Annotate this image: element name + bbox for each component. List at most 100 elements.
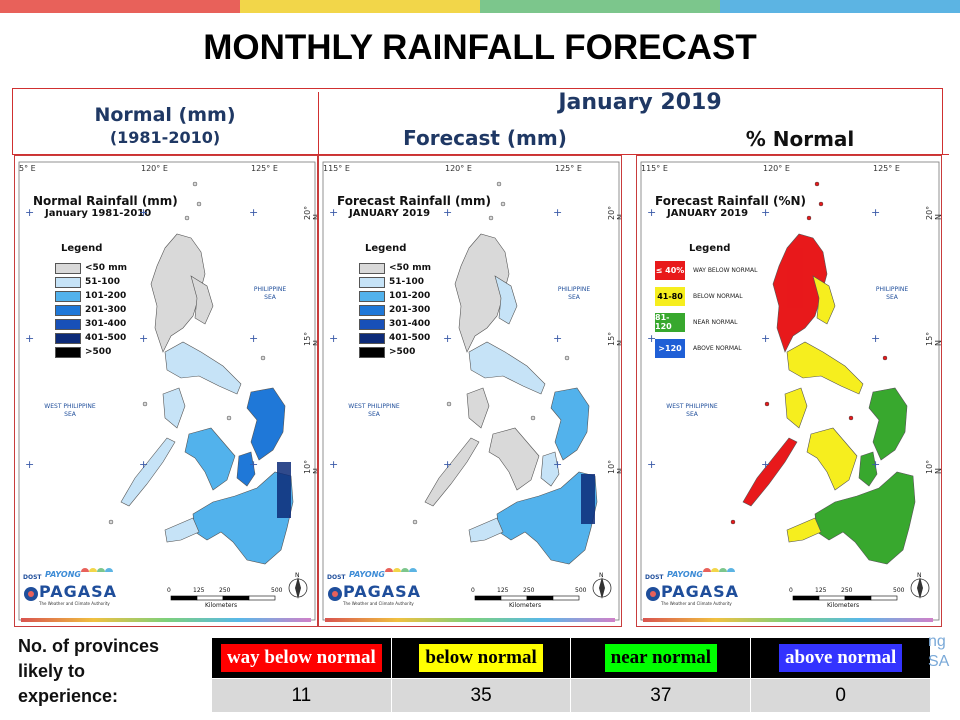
map-panel-forecast: Forecast Rainfall (mm) JANUARY 2019 Legend… xyxy=(318,155,622,627)
compass-needle xyxy=(917,577,923,599)
graticule-mark: + xyxy=(25,458,35,471)
scale-segment xyxy=(552,595,580,601)
map-title: Normal Rainfall (mm) xyxy=(33,194,178,208)
category-cell: below normal xyxy=(390,637,572,679)
graticule-mark: + xyxy=(25,332,35,345)
rainbow-strip xyxy=(643,618,933,622)
longitude-label: 120° E xyxy=(763,164,790,173)
island-luzon-north xyxy=(150,233,206,353)
island-cebu-bohol xyxy=(236,451,256,487)
sea-label-line: WEST PHILIPPINE xyxy=(348,403,400,410)
legend-swatch: ≤ 40% xyxy=(655,260,685,280)
graticule-mark: + xyxy=(249,332,259,345)
umbrella-logo-icon xyxy=(385,568,417,572)
scale-segment xyxy=(170,595,198,601)
sea-label-line: SEA xyxy=(886,294,898,301)
graticule-mark: + xyxy=(761,458,771,471)
graticule-mark: + xyxy=(249,458,259,471)
top-bar-segment-red xyxy=(0,0,240,13)
compass-icon xyxy=(910,577,930,599)
scale-bar xyxy=(170,595,276,601)
legend-swatch xyxy=(55,276,81,288)
islet xyxy=(882,355,888,361)
legend-label: <50 mm xyxy=(85,263,127,273)
legend-swatch xyxy=(359,332,385,344)
count-above-normal: 0 xyxy=(750,678,931,713)
rainfall-hotspot xyxy=(581,474,595,524)
legend-swatch xyxy=(55,332,81,344)
pagasa-emblem-icon xyxy=(24,587,38,601)
scale-segment xyxy=(500,595,528,601)
legend-swatch xyxy=(359,318,385,330)
island-luzon-south xyxy=(164,341,242,395)
peek-text-line: SA xyxy=(928,653,950,670)
island-luzon-east-coast xyxy=(494,275,518,325)
legend-swatch xyxy=(359,290,385,302)
percent-normal-header: % Normal xyxy=(745,127,855,151)
emblem-center xyxy=(28,591,34,597)
legend-item: 51-100 xyxy=(55,276,120,288)
legend-title: Legend xyxy=(689,243,731,254)
latitude-label: 15° N xyxy=(925,331,941,346)
island-mindanao xyxy=(496,471,598,565)
sea-label-line: SEA xyxy=(64,411,76,418)
legend-swatch xyxy=(359,276,385,288)
scale-tick-label: 125 xyxy=(815,587,827,594)
top-bar-segment-green xyxy=(480,0,720,13)
latitude-label: 15° N xyxy=(607,331,621,346)
island-panay-negros xyxy=(488,427,540,491)
legend-swatch xyxy=(55,290,81,302)
normal-header-title: Normal (mm) xyxy=(94,104,236,126)
longitude-label: 115° E xyxy=(641,164,668,173)
sea-label-east: PHILIPPINE SEA xyxy=(869,286,915,302)
scale-segment xyxy=(196,595,224,601)
compass-icon xyxy=(592,577,612,599)
scale-segment xyxy=(474,595,502,601)
island-mindoro xyxy=(162,387,186,429)
dost-logo-text: DOST xyxy=(645,574,664,581)
graticule-mark: + xyxy=(871,332,881,345)
legend-item: <50 mm xyxy=(55,262,127,274)
graticule-mark: + xyxy=(139,458,149,471)
scale-segment xyxy=(792,595,820,601)
longitude-label: 5° E xyxy=(19,164,36,173)
dost-logo-text: DOST xyxy=(23,574,42,581)
island-palawan xyxy=(742,437,798,507)
page-title: MONTHLY RAINFALL FORECAST xyxy=(203,28,757,67)
month-header: January 2019 xyxy=(558,90,722,115)
graticule-mark: + xyxy=(871,206,881,219)
legend-item: 41-80 BELOW NORMAL xyxy=(655,286,743,306)
legend-item: 81-120 NEAR NORMAL xyxy=(655,312,737,332)
legend-item: ≤ 40% WAY BELOW NORMAL xyxy=(655,260,757,280)
legend-item: 301-400 xyxy=(359,318,430,330)
island-samar-leyte xyxy=(550,387,590,461)
legend-title: Legend xyxy=(365,243,407,254)
scale-tick-label: 250 xyxy=(841,587,853,594)
rainbow-strip xyxy=(21,618,311,622)
scale-tick-label: 0 xyxy=(789,587,793,594)
provinces-label-line: experience: xyxy=(18,686,119,706)
island-cebu-bohol xyxy=(858,451,878,487)
legend-label: >500 xyxy=(389,347,416,357)
map-svg xyxy=(640,161,940,621)
top-bar-segment-blue xyxy=(720,0,960,13)
umbrella-segment xyxy=(703,568,711,572)
provinces-count-row: 11 35 37 0 xyxy=(211,678,931,713)
umbrella-segment xyxy=(409,568,417,572)
scale-segment xyxy=(870,595,898,601)
provinces-table: way below normal below normal near norma… xyxy=(211,637,931,713)
legend-swatch xyxy=(55,304,81,316)
umbrella-segment xyxy=(81,568,89,572)
legend-label: WAY BELOW NORMAL xyxy=(693,266,758,274)
scale-tick-label: 500 xyxy=(271,587,283,594)
scale-segment xyxy=(818,595,846,601)
scale-segment xyxy=(526,595,554,601)
islet xyxy=(446,401,452,407)
map-subtitle: JANUARY 2019 xyxy=(667,208,749,219)
longitude-label: 115° E xyxy=(323,164,350,173)
rainbow-strip xyxy=(325,618,615,622)
island-luzon-south xyxy=(786,341,864,395)
count-way-below-normal: 11 xyxy=(211,678,392,713)
legend-item: <50 mm xyxy=(359,262,431,274)
map-title: Forecast Rainfall (%N) xyxy=(655,194,807,208)
